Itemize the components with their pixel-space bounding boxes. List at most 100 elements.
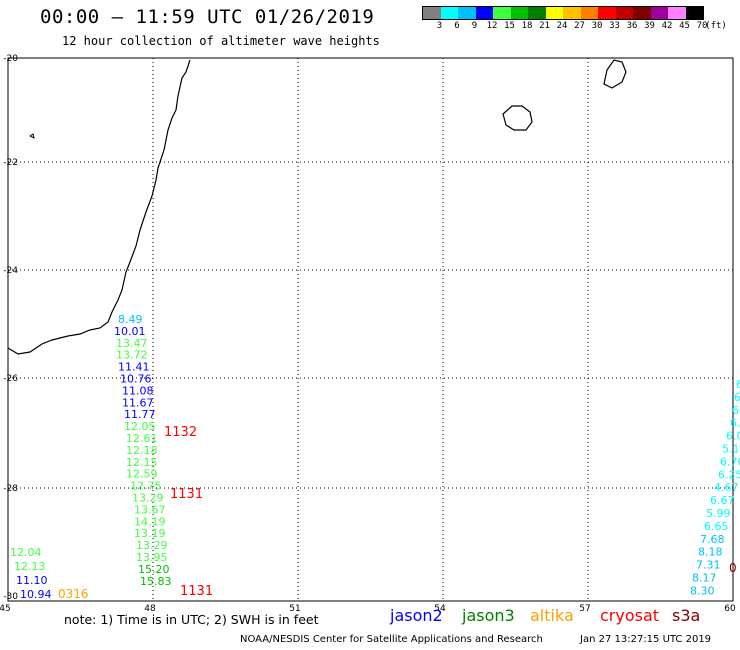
x-tick-label: 54 [434, 604, 446, 614]
satellite-label-altika: altika [530, 606, 574, 625]
track-value: 13.95 [136, 551, 168, 564]
track-value: 12.05 [124, 420, 156, 433]
y-tick-label: -30 [3, 592, 18, 602]
track-value: 11.77 [124, 408, 156, 421]
x-tick-labels: 45 48 51 54 57 60 [0, 604, 736, 614]
x-tick-label: 48 [144, 604, 156, 614]
legend-swatch-4 [493, 7, 511, 19]
altika-value: 0316 [58, 587, 89, 601]
reunion-island-outline [502, 105, 533, 131]
legend-label: 12 [486, 21, 498, 31]
track-value: 13.47 [116, 337, 148, 350]
legend-swatch-11 [615, 7, 633, 19]
track-value: 10.01 [114, 325, 146, 338]
legend-swatch-2 [458, 7, 476, 19]
gridlines [8, 58, 733, 601]
cryosat-value: 1131 [170, 487, 203, 502]
track-value: 13.29 [132, 492, 164, 505]
track-value: 13.19 [134, 527, 166, 540]
track-value: 12.75 [130, 480, 162, 493]
track-value: 11.41 [118, 361, 150, 374]
map-frame [7, 57, 734, 602]
x-tick-label: 57 [579, 604, 590, 614]
y-tick-label: -28 [3, 484, 18, 494]
legend-label: 18 [521, 21, 533, 31]
page-title: 00:00 – 11:59 UTC 01/26/2019 [40, 6, 375, 28]
y-tick-label: -24 [3, 266, 18, 276]
x-tick-label: 60 [724, 604, 736, 614]
track-value: 15.20 [138, 563, 170, 576]
legend-swatch-14 [668, 7, 686, 19]
y-tick-labels: -20 -22 -24 -26 -28 -30 [3, 54, 18, 602]
legend-label: 70 [696, 21, 708, 31]
track-value: 13.67 [134, 503, 166, 516]
y-tick-label: -22 [3, 158, 18, 168]
jason-track-right: 666.6.06.05.16.706.254.676.675.996.657.6… [690, 378, 740, 597]
track-value: 8.49 [118, 313, 143, 326]
track-value: 12.15 [126, 456, 158, 469]
page-subtitle: 12 hour collection of altimeter wave hei… [62, 34, 380, 48]
track-value: 14.19 [134, 515, 166, 528]
cryosat-labels: 1132 1131 1131 [164, 425, 213, 599]
track-value: 8.30 [690, 584, 715, 597]
track-value: 11.08 [122, 384, 154, 397]
legend-label: 45 [679, 21, 690, 31]
cryosat-value: 1132 [164, 425, 197, 440]
track-value: 11.10 [16, 574, 48, 587]
legend-label: 30 [591, 21, 603, 31]
track-value: 12.59 [126, 468, 158, 481]
satellite-label-jason3: jason3 [462, 606, 515, 625]
footer-timestamp: Jan 27 13:27:15 UTC 2019 [580, 634, 712, 645]
legend-swatch-12 [633, 7, 651, 19]
track-value: 6 [734, 391, 740, 404]
mauritius-island-outline [603, 59, 627, 89]
y-tick-label: -26 [3, 374, 18, 384]
legend-label: 42 [661, 21, 673, 31]
track-value: 5.1 [722, 443, 740, 456]
legend-label: 21 [539, 21, 550, 31]
satellite-label-jason2: jason2 [390, 606, 443, 625]
small-island-dot [29, 133, 35, 139]
legend-swatch-9 [580, 7, 598, 19]
legend-swatch-7 [545, 7, 563, 19]
legend-label: 27 [574, 21, 585, 31]
legend-swatch-0 [423, 7, 441, 19]
legend-label: 6 [454, 21, 460, 31]
track-value: 12.04 [10, 546, 42, 559]
legend-label: 3 [436, 21, 443, 31]
color-legend: 3 6 9 12 15 18 21 24 27 30 33 36 39 42 45 70 (ft) [422, 6, 727, 31]
track-value: 12.13 [14, 560, 46, 573]
legend-swatch-10 [598, 7, 616, 19]
x-tick-label: 51 [289, 604, 300, 614]
track-value: 6.65 [704, 520, 729, 533]
track-value: 8.18 [698, 546, 723, 559]
track-value: 8.17 [692, 572, 717, 585]
track-value: 12.61 [126, 432, 158, 445]
legend-label: 9 [471, 21, 478, 31]
right-edge-value: 0 [729, 561, 737, 575]
y-tick-label: -20 [3, 54, 18, 64]
legend-swatch-5 [510, 7, 528, 19]
track-value: 6.25 [718, 468, 740, 481]
legend-swatch-3 [475, 7, 493, 19]
legend-label: (ft) [705, 21, 727, 31]
legend-label: 24 [556, 21, 568, 31]
legend-label: 15 [504, 21, 515, 31]
track-value: 6.0 [726, 430, 740, 443]
satellite-label-cryosat: cryosat [600, 606, 660, 625]
map-border [7, 57, 734, 602]
legend-swatches [422, 6, 704, 20]
jason-track-main: 8.4910.0113.4713.7211.4110.7611.0811.671… [114, 313, 172, 588]
track-value: 6 [736, 378, 740, 391]
track-value: 12.18 [126, 444, 158, 457]
track-value: 5.99 [706, 507, 731, 520]
track-value: 7.31 [696, 559, 721, 572]
legend-label: 36 [626, 21, 638, 31]
track-value: 4.67 [714, 481, 739, 494]
legend-label: 39 [644, 21, 655, 31]
legend-swatch-13 [650, 7, 668, 19]
track-value: 6.70 [720, 455, 740, 468]
legend-label: 33 [609, 21, 620, 31]
track-value: 6.67 [710, 494, 735, 507]
footer-credit: NOAA/NESDIS Center for Satellite Applica… [240, 634, 543, 645]
